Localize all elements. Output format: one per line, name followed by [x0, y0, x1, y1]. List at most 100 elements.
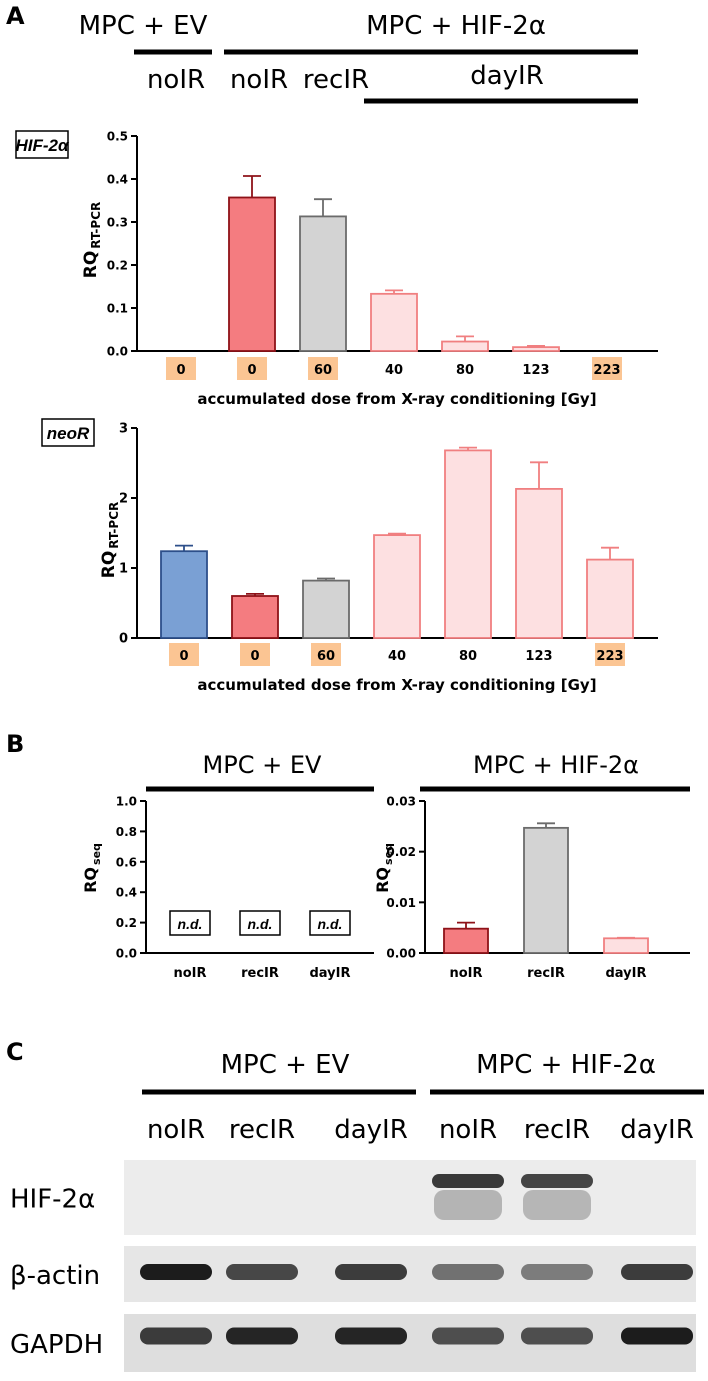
- y-axis-label-hif2a: RQRT-PCR: [81, 202, 103, 279]
- blot-band: [226, 1327, 298, 1345]
- y-tick-label: 3: [119, 422, 128, 437]
- chart-ev-seq: MPC + EV RQseq 0.0 0.2 0.4 0.6 0.8 1.0 noIR n.d…: [81, 751, 374, 981]
- blot-row-label: HIF-2α: [10, 1185, 95, 1215]
- x-tick-label: 0: [250, 649, 259, 664]
- blot-band: [226, 1264, 298, 1280]
- x-tick-label: 0: [247, 363, 256, 378]
- nd-box: [309, 910, 351, 936]
- bar: [299, 215, 347, 352]
- y-tick-label: 0.00: [386, 947, 416, 961]
- y-tick-label: 0.5: [107, 130, 128, 144]
- y-tick-label: 0.0: [116, 947, 137, 961]
- lane-label: recIR: [229, 1115, 295, 1145]
- title-hif-blot: MPC + HIF-2α: [476, 1050, 656, 1080]
- y-tick-label: 0.03: [386, 795, 416, 809]
- lane-label: recIR: [524, 1115, 590, 1145]
- blot-band: [335, 1264, 407, 1280]
- y-axis-label-hif-seq: RQseq: [373, 843, 395, 893]
- lane-label: noIR: [439, 1115, 497, 1145]
- x-tick-label: recIR: [241, 966, 279, 981]
- header-group-hif: MPC + HIF-2α: [366, 11, 546, 41]
- dose-highlight-box: [240, 643, 270, 666]
- x-tick-label: 40: [388, 649, 406, 664]
- blot-band: [335, 1327, 407, 1345]
- nd-box: [169, 910, 211, 936]
- y-tick-label: 0.4: [116, 886, 137, 900]
- chart-hif2a: HIF-2α RQRT-PCR accumulated dose from X-…: [15, 130, 658, 408]
- blot-row-label: GAPDH: [10, 1330, 103, 1360]
- y-axis-label-neor: RQRT-PCR: [99, 502, 121, 579]
- x-tick-label: 60: [314, 363, 332, 378]
- bar: [515, 487, 563, 639]
- x-tick-label: 223: [596, 649, 623, 664]
- y-tick-label: 0.6: [116, 855, 137, 869]
- bar: [373, 534, 421, 639]
- bar: [160, 550, 208, 639]
- western-blot: noIR recIR dayIR noIR recIR dayIR HIF-2α β-acti…: [10, 1115, 696, 1372]
- marker-label-hif2a: HIF-2α: [15, 136, 70, 155]
- title-ev-seq: MPC + EV: [203, 751, 322, 779]
- blot-band: [432, 1174, 504, 1188]
- y-tick-label: 2: [119, 492, 128, 507]
- y-tick-label: 0.01: [386, 896, 416, 910]
- x-tick-label: 80: [456, 363, 474, 378]
- lane-label: noIR: [147, 1115, 205, 1145]
- blot-band-smear: [523, 1190, 591, 1220]
- x-axis-label-neor: accumulated dose from X-ray conditioning…: [197, 676, 596, 694]
- x-tick-label: 123: [525, 649, 552, 664]
- header-noir-ev: noIR: [147, 65, 205, 95]
- dose-highlight-box: [311, 643, 341, 666]
- header-group-ev: MPC + EV: [79, 11, 208, 41]
- dose-highlight-box: [237, 357, 267, 380]
- bar: [443, 927, 489, 954]
- y-tick-label: 0.0: [107, 345, 128, 359]
- header-recir: recIR: [303, 65, 369, 95]
- blot-strip: [124, 1246, 696, 1302]
- nd-label: n.d.: [178, 916, 203, 932]
- y-tick-label: 0.2: [116, 916, 137, 930]
- y-tick-label: 0: [119, 632, 128, 647]
- x-tick-label: 0: [179, 649, 188, 664]
- header-noir-hif: noIR: [230, 65, 288, 95]
- dose-highlight-box: [169, 643, 199, 666]
- bar: [512, 346, 560, 352]
- nd-label: n.d.: [318, 916, 343, 932]
- bar: [370, 292, 418, 352]
- nd-box: [239, 910, 281, 936]
- blot-band: [621, 1327, 693, 1345]
- x-tick-label: noIR: [449, 966, 482, 981]
- marker-box-neor: [41, 418, 95, 447]
- chart-hif-seq: MPC + HIF-2α RQseq 0.00 0.01 0.02 0.03 noIR r…: [373, 751, 690, 981]
- y-tick-label: 0.1: [107, 302, 128, 316]
- y-tick-label: 0.8: [116, 825, 137, 839]
- y-tick-label: 1: [119, 562, 128, 577]
- bar: [523, 826, 569, 954]
- y-tick-label: 0.2: [107, 259, 128, 273]
- bar: [603, 937, 649, 954]
- bar: [228, 196, 276, 352]
- y-tick-label: 0.4: [107, 173, 128, 187]
- blot-band: [432, 1327, 504, 1345]
- marker-box-hif2a: [15, 130, 69, 159]
- dose-highlight-box: [166, 357, 196, 380]
- chart-neor: neoR RQRT-PCR accumulated dose from X-ra…: [41, 418, 658, 694]
- blot-band: [521, 1174, 593, 1188]
- x-tick-label: noIR: [173, 966, 206, 981]
- bar: [444, 449, 492, 639]
- nd-label: n.d.: [248, 916, 273, 932]
- blot-band: [432, 1264, 504, 1280]
- lane-label: dayIR: [620, 1115, 694, 1145]
- bar: [586, 558, 634, 639]
- y-tick-label: 0.02: [386, 845, 416, 859]
- title-hif-seq: MPC + HIF-2α: [473, 751, 639, 779]
- blot-band: [521, 1264, 593, 1280]
- bar: [231, 595, 279, 639]
- x-tick-label: dayIR: [310, 966, 351, 981]
- blot-band: [521, 1327, 593, 1345]
- header-dayir: dayIR: [470, 61, 544, 91]
- blot-strip: [124, 1314, 696, 1372]
- x-tick-label: dayIR: [606, 966, 647, 981]
- blot-band-smear: [434, 1190, 502, 1220]
- marker-label-neor: neoR: [47, 424, 90, 443]
